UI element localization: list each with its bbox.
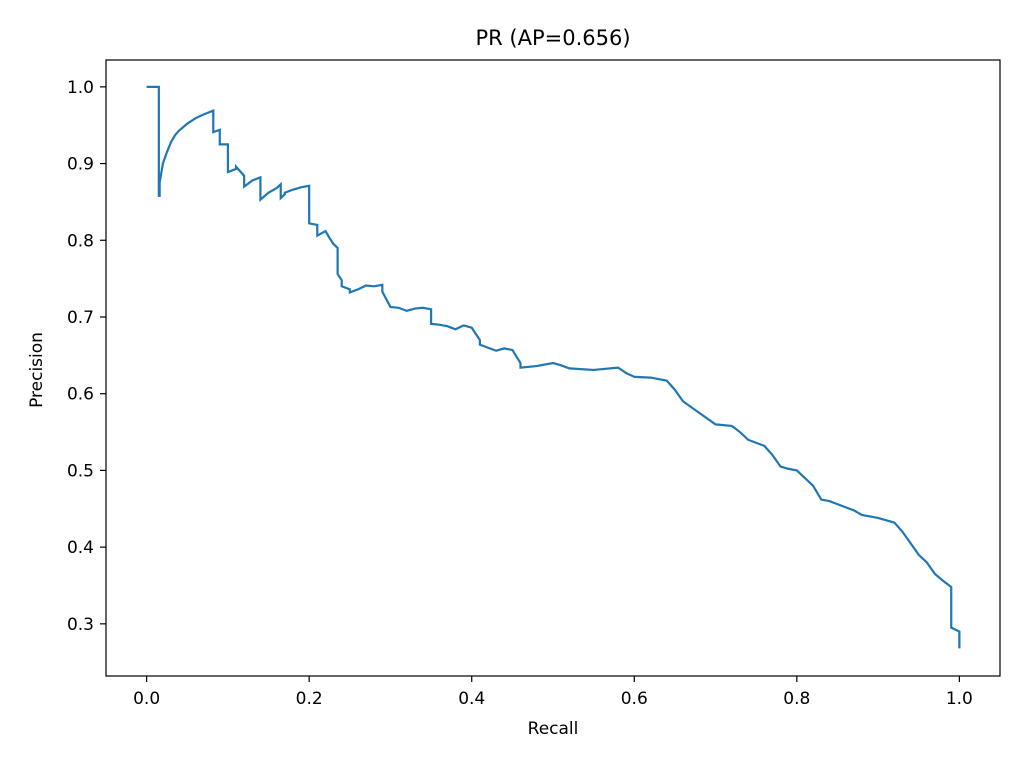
x-tick-label: 0.2 <box>296 689 323 709</box>
y-tick-label: 0.4 <box>67 538 94 558</box>
x-axis-label: Recall <box>528 719 579 739</box>
x-tick-label: 0.4 <box>458 689 485 709</box>
y-axis-label: Precision <box>27 332 47 408</box>
x-tick-label: 0.6 <box>621 689 648 709</box>
y-tick-label: 0.8 <box>67 231 94 251</box>
y-tick-label: 0.5 <box>67 461 94 481</box>
y-tick-label: 1.0 <box>67 78 94 98</box>
x-tick-label: 0.8 <box>783 689 810 709</box>
x-tick-label: 1.0 <box>946 689 973 709</box>
x-axis-ticks: 0.0 0.2 0.4 0.6 0.8 1.0 <box>133 676 973 709</box>
y-tick-label: 0.9 <box>67 155 94 175</box>
x-tick-label: 0.0 <box>133 689 160 709</box>
plot-area <box>146 85 961 649</box>
y-tick-label: 0.7 <box>67 308 94 328</box>
plot-frame <box>105 59 1001 677</box>
y-axis-ticks: 0.3 0.4 0.5 0.6 0.7 0.8 0.9 1.0 <box>67 78 106 635</box>
chart-title: PR (AP=0.656) <box>475 26 630 50</box>
y-tick-label: 0.6 <box>67 385 94 405</box>
pr-curve-line <box>146 85 961 649</box>
y-tick-label: 0.3 <box>67 615 94 635</box>
